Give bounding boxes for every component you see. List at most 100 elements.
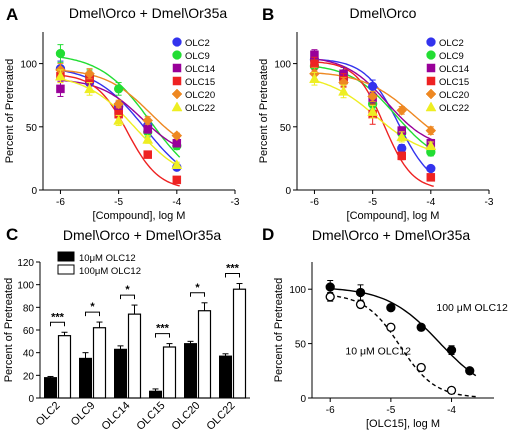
panel-b-data-point xyxy=(397,143,407,153)
panel-d-data-point xyxy=(465,366,475,376)
panel-c-y-tick-label: 40 xyxy=(23,349,35,360)
panel-a: A Dmel\Orco + Dmel\Or35a 0 50 100 -6 -5 -4 -3 [… xyxy=(4,5,240,222)
panel-b-legend-marker xyxy=(426,76,436,86)
panel-d-data-point xyxy=(325,292,335,302)
panel-a-x-axis-label: [Compound], log M xyxy=(93,210,186,222)
panel-d-data-point xyxy=(446,385,457,396)
panel-b-legend-label: OLC15 xyxy=(439,77,469,88)
panel-letter-a: A xyxy=(6,5,18,24)
panel-c-bar-10um xyxy=(184,343,197,399)
panel-b-legend-marker xyxy=(425,101,437,112)
panel-a-legend-marker xyxy=(172,50,182,60)
panel-d-data-point xyxy=(416,362,426,373)
panel-c-significance-label: * xyxy=(195,282,200,294)
panel-c-y-tick-label: 0 xyxy=(28,394,34,405)
panel-c-bar-100um xyxy=(197,310,212,399)
panel-c-legend-swatch xyxy=(57,251,75,262)
panel-c-bar-100um xyxy=(57,335,72,399)
panel-d: D Dmel\Orco + Dmel\Or35a 0 50 100 -6 -5 -4 [OL… xyxy=(262,225,508,430)
panel-d-title: Dmel\Orco + Dmel\Or35a xyxy=(312,227,471,243)
panel-c-legend-label: 100μM OLC12 xyxy=(79,266,141,277)
panel-c-legend-swatch xyxy=(57,264,75,275)
panel-a-legend-marker xyxy=(172,76,182,86)
panel-c-category-label: OLC20 xyxy=(169,400,202,433)
panel-d-x-tick-label: -6 xyxy=(326,405,335,416)
panel-c-legend-label: 10μM OLC12 xyxy=(79,253,136,264)
panel-c-significance-bracket xyxy=(225,273,240,278)
panel-b-data-point xyxy=(396,105,408,116)
panel-c-y-tick-label: 60 xyxy=(23,326,35,337)
panel-b-data-point xyxy=(310,59,319,68)
panel-a-x-tick-label: -3 xyxy=(231,197,240,208)
panel-d-data-point xyxy=(355,299,366,310)
panel-a-data-point xyxy=(172,175,182,185)
panel-b-legend-label: OLC2 xyxy=(439,38,464,49)
panel-b-data-point xyxy=(426,173,436,182)
panel-c-bar-100um xyxy=(127,313,142,399)
panel-c-bar-10um xyxy=(149,390,162,399)
panel-b-legend-label: OLC9 xyxy=(439,51,464,62)
panel-d-curve-label: 10 μM OLC12 xyxy=(345,345,411,357)
panel-b-y-tick-label: 0 xyxy=(285,186,291,197)
panel-c-significance-bracket xyxy=(190,292,205,297)
panel-c-y-axis-label: Percent of Pretreated xyxy=(3,278,15,383)
panel-a-data-point xyxy=(84,68,95,80)
panel-b-legend-marker xyxy=(426,63,436,73)
panel-c-significance-label: *** xyxy=(156,323,170,335)
panel-b-y-tick-label: 100 xyxy=(274,60,291,71)
panel-b-data-point xyxy=(425,140,437,151)
panel-b-plot: 0 50 100 -6 -5 -4 -3 [Compound], log M Percent o… xyxy=(258,32,494,222)
panel-d-fit-curve xyxy=(330,288,477,377)
panel-c-title: Dmel\Orco + Dmel\Or35a xyxy=(63,227,222,243)
panel-c-significance-label: * xyxy=(90,301,95,313)
panel-a-data-point xyxy=(56,84,65,94)
panel-a-data-point xyxy=(171,159,183,169)
panel-b-y-tick-label: 50 xyxy=(280,123,292,134)
panel-d-data-point xyxy=(386,303,396,313)
panel-a-legend-marker xyxy=(171,88,183,100)
panel-a-data-point xyxy=(142,115,154,126)
panel-a-legend-label: OLC15 xyxy=(185,77,215,88)
panel-a-legend-label: OLC9 xyxy=(185,51,210,62)
panel-c-category-label: OLC22 xyxy=(204,400,237,433)
panel-c-bar-100um xyxy=(92,327,107,399)
panel-b-data-point xyxy=(367,106,379,116)
panel-c-category-label: OLC14 xyxy=(99,400,132,433)
panel-b-x-tick-label: -3 xyxy=(485,197,494,208)
panel-a-data-point xyxy=(113,114,125,125)
panel-d-data-point xyxy=(355,287,366,298)
panel-d-y-axis-label: Percent of Pretreated xyxy=(273,278,285,383)
panel-a-x-tick-label: -4 xyxy=(172,197,181,208)
panel-d-y-tick-label: 0 xyxy=(300,394,306,405)
panel-a-data-point xyxy=(113,84,124,94)
panel-b: B Dmel\Orco 0 50 100 -6 -5 -4 -3 [Compound], lo… xyxy=(258,5,494,222)
panel-c-significance-bracket xyxy=(50,321,65,327)
panel-c-significance-bracket xyxy=(85,311,100,317)
panel-a-legend-label: OLC2 xyxy=(185,38,210,49)
panel-a-plot: 0 50 100 -6 -5 -4 -3 [Compound], log M Percent o… xyxy=(4,32,240,222)
panel-b-data-point xyxy=(309,73,320,84)
panel-d-x-tick-label: -5 xyxy=(386,405,395,416)
panel-b-x-tick-label: -6 xyxy=(310,197,319,208)
panel-c-significance-label: * xyxy=(125,284,130,296)
panel-a-legend-marker xyxy=(172,63,182,73)
panel-a-data-point xyxy=(143,150,152,159)
panel-c-bar-10um xyxy=(114,348,127,399)
panel-c-significance-bracket xyxy=(120,294,135,300)
panel-b-fit-curve xyxy=(314,65,435,152)
panel-b-y-axis-label: Percent of Pretreated xyxy=(258,59,270,164)
panel-a-legend-marker xyxy=(172,37,182,47)
panel-a-legend-label: OLC14 xyxy=(185,64,215,75)
panel-a-data-point xyxy=(55,70,66,81)
panel-c-significance-label: *** xyxy=(226,263,240,275)
panel-a-legend-marker xyxy=(171,101,183,112)
panel-a-y-tick-label: 100 xyxy=(20,60,37,71)
panel-c-y-tick-label: 100 xyxy=(17,281,34,292)
panel-a-data-point xyxy=(84,83,95,94)
panel-d-data-point xyxy=(446,345,457,355)
panel-a-legend-label: OLC22 xyxy=(185,103,215,114)
panel-c-category-label: OLC9 xyxy=(69,400,98,429)
panel-c-bar-100um xyxy=(162,346,177,399)
